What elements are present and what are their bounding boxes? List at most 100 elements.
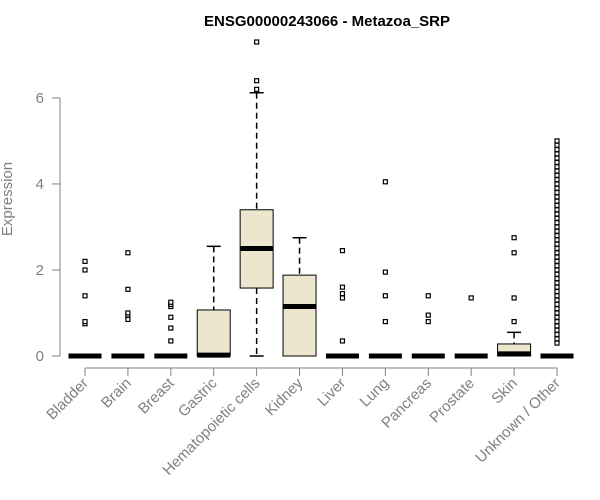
y-tick-label: 4	[36, 176, 44, 193]
outlier-point	[254, 86, 260, 92]
outlier-point	[554, 142, 560, 148]
outlier-point	[554, 168, 560, 174]
box-group	[497, 235, 532, 357]
outlier-point	[425, 318, 431, 325]
x-tick-label: Bladder	[43, 375, 92, 424]
outlier-point	[554, 207, 560, 213]
outlier-point	[511, 295, 517, 301]
outlier-point	[554, 185, 560, 191]
outlier-point	[125, 286, 131, 292]
outlier-point	[254, 78, 260, 84]
outlier-point	[554, 318, 560, 325]
outlier-point	[125, 316, 131, 323]
chart-title: ENSG00000243066 - Metazoa_SRP	[204, 13, 450, 30]
outlier-point	[468, 295, 474, 301]
box-group	[368, 179, 402, 359]
outlier-point	[554, 331, 560, 338]
outlier-point	[511, 318, 517, 325]
outlier-point	[168, 299, 174, 305]
x-tick-label: Brain	[98, 375, 135, 412]
outlier-point	[554, 275, 560, 282]
x-tick-label: Breast	[135, 374, 178, 417]
x-tick-label: Lung	[357, 375, 393, 411]
outlier-point	[554, 241, 560, 247]
x-tick-label: Prostate	[426, 375, 478, 427]
outlier-point	[168, 325, 174, 331]
outlier-point	[554, 310, 560, 316]
outlier-point	[554, 228, 560, 234]
outlier-point	[554, 323, 560, 329]
outlier-point	[554, 314, 560, 320]
outlier-point	[82, 293, 88, 299]
box-group	[540, 138, 574, 359]
outlier-point	[554, 237, 560, 243]
outlier-point	[554, 146, 560, 153]
outlier-point	[554, 301, 560, 307]
outlier-point	[554, 202, 560, 209]
outlier-point	[554, 172, 560, 178]
outlier-point	[554, 267, 560, 273]
x-tick-label: Liver	[314, 375, 349, 410]
box-group	[68, 258, 102, 359]
outlier-point	[554, 245, 560, 252]
outlier-point	[168, 338, 174, 344]
outlier-point	[382, 179, 388, 185]
outlier-point	[125, 250, 131, 256]
outlier-point	[554, 164, 560, 170]
box-group	[111, 250, 145, 359]
outlier-point	[339, 295, 346, 301]
outlier-point	[554, 215, 560, 221]
outlier-point	[554, 155, 560, 161]
outlier-point	[82, 318, 88, 325]
outlier-point	[554, 232, 560, 239]
x-tick-label: Kidney	[262, 374, 307, 419]
box-group	[282, 236, 317, 357]
box-group	[325, 248, 359, 359]
outlier-point	[511, 250, 517, 256]
outlier-point	[82, 267, 88, 273]
outlier-point	[554, 258, 560, 264]
box-group	[154, 299, 188, 359]
outlier-point	[125, 310, 131, 316]
outlier-point	[339, 338, 346, 344]
box-group	[196, 245, 231, 358]
outlier-point	[554, 297, 560, 303]
outlier-point	[554, 198, 560, 204]
outlier-point	[511, 235, 517, 241]
outlier-point	[382, 293, 388, 299]
outlier-point	[254, 39, 260, 45]
outlier-point	[554, 220, 560, 226]
outlier-point	[554, 288, 560, 295]
outlier-point	[554, 159, 560, 166]
outlier-point	[554, 327, 560, 333]
outlier-point	[554, 138, 560, 144]
outlier-point	[382, 318, 388, 325]
box-iqr	[196, 309, 231, 357]
box-group	[239, 39, 274, 357]
outlier-point	[554, 194, 560, 200]
y-tick-label: 2	[36, 262, 44, 279]
outlier-point	[554, 340, 560, 346]
outlier-point	[554, 189, 560, 196]
outlier-point	[554, 306, 560, 312]
outlier-point	[554, 224, 560, 230]
outlier-point	[554, 280, 560, 286]
outlier-point	[339, 248, 346, 254]
y-tick-label: 6	[36, 90, 44, 107]
outlier-point	[554, 211, 560, 217]
box-iqr	[282, 274, 317, 357]
y-axis-label: Expression	[0, 162, 16, 236]
plot-area	[68, 39, 574, 359]
outlier-point	[339, 284, 346, 290]
outlier-point	[554, 250, 560, 256]
x-tick-label: Skin	[488, 375, 521, 408]
y-tick-label: 0	[36, 348, 44, 365]
box-group	[454, 295, 488, 359]
outlier-point	[554, 177, 560, 183]
outlier-point	[554, 151, 560, 157]
outlier-point	[554, 284, 560, 290]
outlier-point	[168, 314, 174, 320]
outlier-point	[82, 258, 88, 264]
